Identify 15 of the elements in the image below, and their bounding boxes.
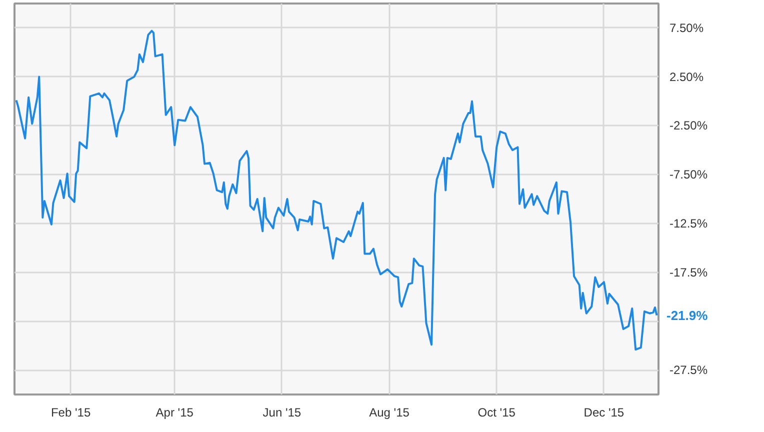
x-tick-label: Dec '15: [584, 406, 624, 420]
y-tick-label: -7.50%: [670, 168, 708, 182]
text: -21.9%: [666, 308, 708, 323]
x-tick-label: Aug '15: [369, 406, 410, 420]
y-tick-label: -17.5%: [670, 265, 708, 280]
y-tick-label: -2.50%: [670, 118, 708, 133]
x-tick-label: Oct '15: [478, 406, 516, 420]
y-tick-label: -27.5%: [670, 363, 708, 378]
x-tick-label: Feb '15: [50, 406, 91, 420]
y-tick-label: -12.5%: [670, 216, 708, 230]
x-tick-label: Jun '15: [262, 406, 302, 420]
y-tick-label: 7.50%: [670, 20, 704, 35]
y-tick-label: 2.50%: [670, 70, 704, 84]
x-tick-label: Apr '15: [156, 406, 194, 420]
line-series: [15, 30, 658, 351]
